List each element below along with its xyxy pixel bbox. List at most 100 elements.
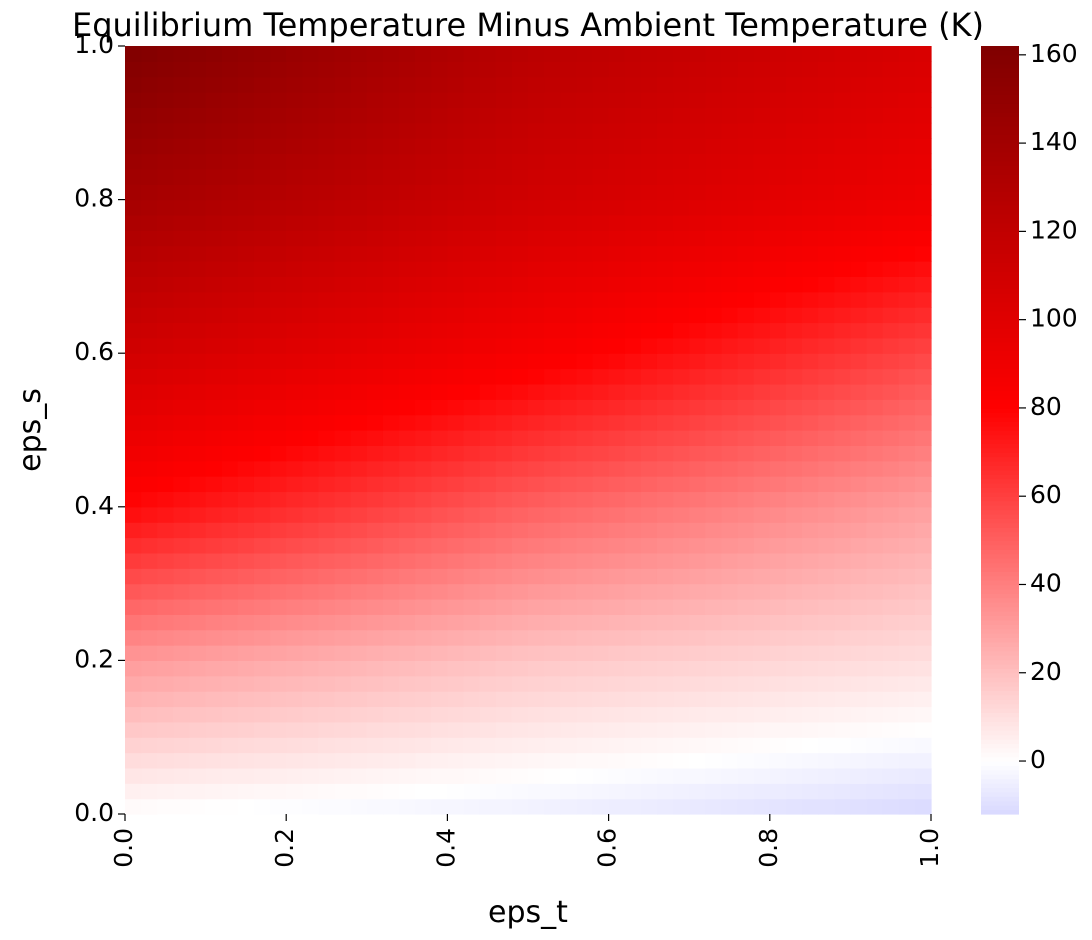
heatmap-cell	[431, 276, 448, 293]
heatmap-cell	[286, 322, 303, 339]
heatmap-cell	[769, 767, 787, 784]
heatmap-cell	[205, 368, 223, 385]
heatmap-cell	[769, 583, 787, 600]
colorbar-segment	[981, 681, 1019, 687]
heatmap-cell	[818, 138, 835, 155]
heatmap-cell	[753, 214, 771, 231]
heatmap-cell	[157, 460, 174, 477]
heatmap-cell	[173, 46, 191, 62]
heatmap-cell	[753, 752, 771, 769]
heatmap-cell	[318, 168, 336, 185]
heatmap-cell	[785, 645, 803, 661]
heatmap-cell	[253, 691, 271, 708]
heatmap-cell	[689, 783, 706, 800]
heatmap-cell	[286, 537, 303, 554]
heatmap-cell	[511, 230, 529, 247]
heatmap-cell	[125, 46, 142, 62]
colorbar-tick-label: 140	[1030, 127, 1078, 156]
heatmap-cell	[511, 476, 529, 493]
heatmap-cell	[624, 783, 642, 800]
heatmap-cell	[624, 414, 642, 431]
heatmap-cell	[834, 568, 851, 585]
heatmap-cell	[689, 214, 706, 231]
heatmap-cell	[914, 307, 932, 324]
heatmap-cell	[640, 76, 658, 93]
colorbar-segment	[981, 222, 1019, 228]
colorbar-segment	[981, 721, 1019, 727]
heatmap-cell	[705, 783, 723, 800]
heatmap-cell	[286, 445, 303, 462]
heatmap-cell	[125, 353, 142, 370]
heatmap-cell	[721, 737, 739, 754]
heatmap-cell	[544, 214, 561, 231]
y-axis: 0.00.20.40.60.81.0	[74, 30, 125, 827]
heatmap-cell	[866, 107, 884, 124]
heatmap-cell	[189, 675, 207, 692]
heatmap-cell	[705, 629, 723, 646]
heatmap-cell	[125, 598, 142, 615]
heatmap-cell	[737, 291, 755, 308]
heatmap-cell	[286, 276, 303, 293]
heatmap-cell	[898, 737, 916, 754]
heatmap-cell	[173, 767, 191, 784]
heatmap-cell	[544, 368, 561, 385]
heatmap-cell	[818, 721, 835, 738]
colorbar-segment	[981, 72, 1019, 78]
heatmap-cell	[769, 261, 787, 277]
heatmap-cell	[479, 614, 497, 631]
heatmap-cell	[866, 706, 884, 723]
heatmap-cell	[205, 153, 223, 170]
heatmap-cell	[415, 61, 432, 78]
heatmap-cell	[157, 783, 174, 800]
heatmap-cell	[479, 783, 497, 800]
heatmap-cell	[479, 383, 497, 400]
heatmap-cell	[673, 522, 690, 539]
heatmap-cell	[495, 706, 513, 723]
heatmap-cell	[350, 645, 368, 661]
heatmap-cell	[334, 691, 352, 708]
heatmap-cell	[511, 353, 529, 370]
heatmap-cell	[721, 491, 739, 508]
heatmap-cell	[689, 767, 706, 784]
heatmap-cell	[302, 168, 320, 185]
heatmap-cell	[640, 122, 658, 139]
colorbar-segment	[981, 509, 1019, 515]
heatmap-cell	[415, 506, 432, 523]
heatmap-cell	[737, 76, 755, 93]
heatmap-cell	[640, 168, 658, 185]
heatmap-cell	[350, 767, 368, 784]
heatmap-cell	[689, 568, 706, 585]
heatmap-cell	[286, 337, 303, 354]
heatmap-cell	[705, 399, 723, 416]
heatmap-cell	[350, 291, 368, 308]
heatmap-cell	[640, 322, 658, 339]
heatmap-cell	[914, 522, 932, 539]
heatmap-cell	[415, 798, 432, 815]
heatmap-cell	[528, 552, 545, 569]
heatmap-cell	[914, 414, 932, 431]
heatmap-cell	[415, 445, 432, 462]
colorbar-segment	[981, 637, 1019, 643]
heatmap-cell	[689, 476, 706, 493]
colorbar-segment	[981, 319, 1019, 325]
heatmap-cell	[511, 767, 529, 784]
heatmap-cell	[302, 214, 320, 231]
heatmap-cell	[560, 568, 577, 585]
heatmap-cell	[189, 614, 207, 631]
heatmap-cell	[318, 245, 336, 262]
heatmap-cell	[721, 476, 739, 493]
heatmap-cell	[237, 168, 255, 185]
heatmap-cell	[721, 445, 739, 462]
heatmap-cell	[270, 214, 287, 231]
heatmap-cell	[640, 445, 658, 462]
heatmap-cell	[253, 706, 271, 723]
heatmap-cell	[302, 153, 320, 170]
heatmap-cell	[253, 445, 271, 462]
heatmap-cell	[560, 783, 577, 800]
heatmap-cell	[125, 706, 142, 723]
x-tick-label: 0.2	[270, 828, 299, 868]
heatmap-cell	[237, 721, 255, 738]
heatmap-cell	[898, 399, 916, 416]
heatmap-cell	[221, 61, 239, 78]
heatmap-cell	[125, 291, 142, 308]
